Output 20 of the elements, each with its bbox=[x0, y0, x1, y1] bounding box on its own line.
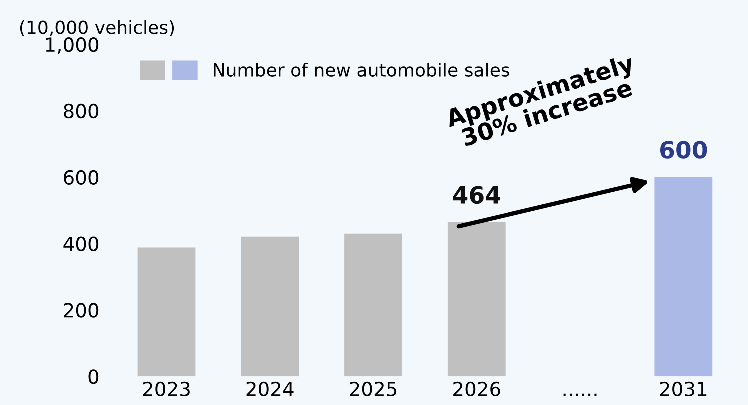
bar bbox=[448, 222, 506, 377]
data-label: 464 bbox=[453, 186, 500, 204]
bar bbox=[241, 236, 300, 377]
x-tick-label: 2025 bbox=[350, 382, 397, 397]
y-tick-label: 400 bbox=[64, 236, 99, 252]
bar bbox=[344, 234, 402, 377]
x-tick-label: 2023 bbox=[143, 382, 190, 397]
y-tick-label: 0 bbox=[88, 370, 99, 384]
bar bbox=[654, 177, 713, 377]
x-tick-label: 2026 bbox=[454, 382, 500, 397]
y-tick-label: 600 bbox=[64, 170, 99, 186]
y-axis-title: (10,000 vehicles) bbox=[20, 20, 174, 37]
data-label: 600 bbox=[660, 141, 708, 159]
y-tick-label: 800 bbox=[64, 104, 99, 119]
bar bbox=[138, 248, 196, 377]
x-tick-label: 2031 bbox=[660, 382, 707, 397]
y-tick-label: 1,000 bbox=[46, 38, 99, 54]
y-tick-label: 200 bbox=[64, 303, 99, 318]
x-tick-label: 2024 bbox=[246, 382, 294, 397]
x-tick-label: ...... bbox=[564, 394, 597, 396]
